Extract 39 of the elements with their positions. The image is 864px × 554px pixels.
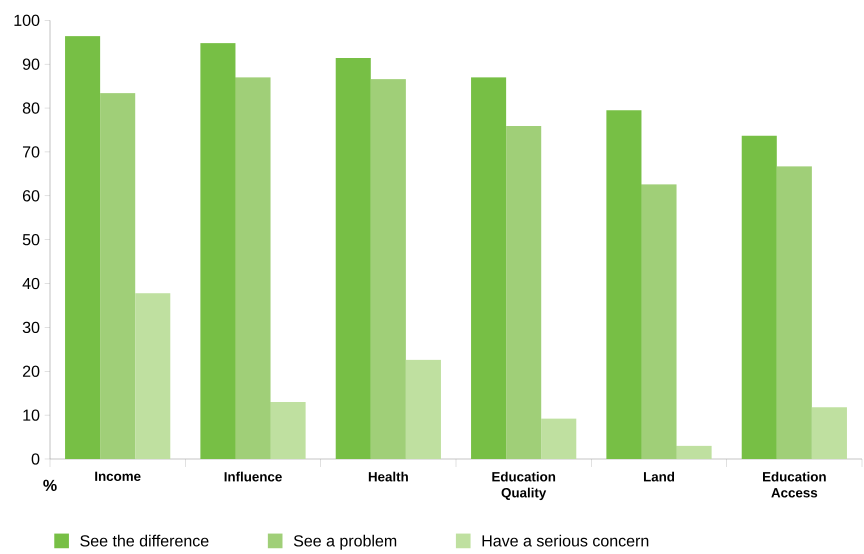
y-tick-label: 60 [22, 190, 40, 202]
bar [406, 360, 441, 460]
bar [742, 136, 777, 460]
legend-label: See a problem [294, 534, 396, 550]
bar [506, 126, 542, 460]
y-tick-label: 10 [23, 410, 40, 421]
y-tick-label: 70 [22, 146, 40, 158]
y-tick-label: 0 [32, 453, 40, 465]
bar [270, 402, 306, 460]
y-tick-label: 80 [22, 102, 40, 114]
y-tick-label: 20 [22, 366, 40, 378]
x-tick-label: Influence [224, 472, 282, 482]
legend-label: See the difference [80, 534, 208, 547]
bar [541, 418, 576, 460]
bar [336, 58, 371, 460]
x-tick-label: Education Access [763, 472, 826, 498]
bar [676, 446, 712, 460]
bar [471, 77, 506, 460]
x-tick-label: Land [644, 472, 674, 482]
y-tick-label: 40 [22, 278, 40, 290]
bar [641, 184, 677, 460]
legend-label: Have a serious concern [482, 534, 648, 547]
x-tick-label: Health [368, 472, 408, 482]
bar [370, 79, 406, 460]
y-tick-label: 30 [22, 322, 40, 334]
bar [100, 93, 136, 460]
bar [812, 407, 847, 460]
x-tick-label: Income [95, 472, 141, 482]
y-axis-title: % [43, 480, 57, 492]
x-tick-label: Education Quality [492, 472, 556, 500]
y-tick-label: 90 [22, 58, 40, 70]
bar [65, 36, 100, 460]
y-tick-label: 100 [14, 14, 40, 26]
bar [200, 43, 236, 460]
y-tick-label: 50 [22, 234, 40, 246]
bar [776, 166, 812, 460]
bar [606, 110, 642, 460]
bar [135, 293, 170, 460]
bar [235, 77, 271, 460]
